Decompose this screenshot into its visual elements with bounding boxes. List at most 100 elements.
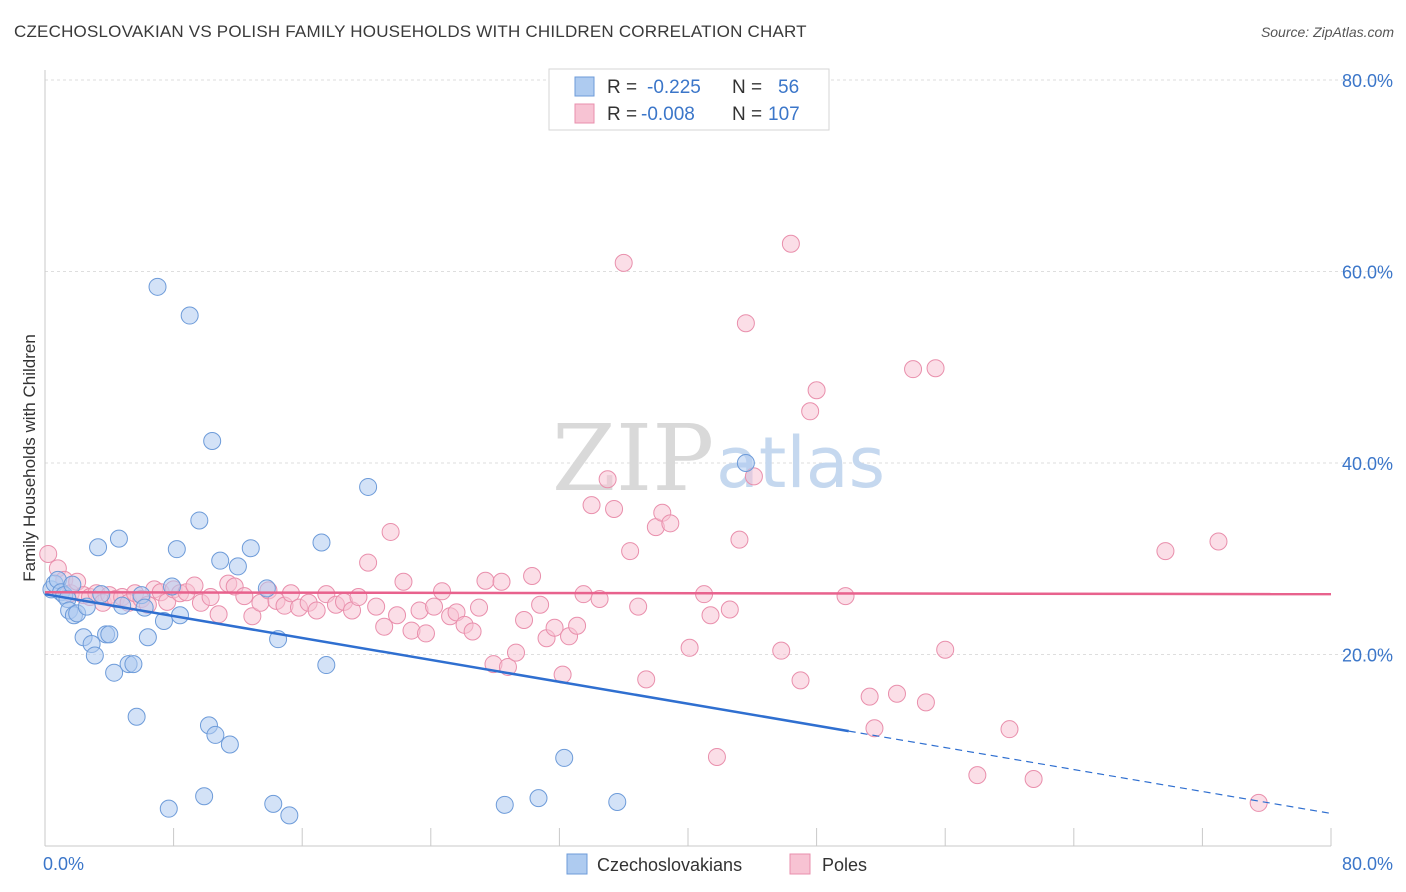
czech-point-15	[92, 585, 111, 604]
poles-point-65	[523, 566, 542, 585]
poles-point-64	[515, 611, 534, 630]
poles-point-29	[243, 607, 262, 626]
chart-title: CZECHOSLOVAKIAN VS POLISH FAMILY HOUSEHO…	[14, 22, 807, 41]
poles-point-91	[744, 467, 763, 486]
poles-series-label: Poles	[822, 855, 867, 875]
czech-point-26	[138, 628, 157, 647]
czech-point-34	[190, 511, 209, 530]
poles-point-37	[307, 601, 326, 620]
poles-r-label: R =	[607, 104, 637, 125]
series-legend: Czechoslovakians Poles	[566, 853, 867, 875]
czech-point-25	[135, 598, 154, 617]
x-tick-label-1: 80.0%	[1342, 854, 1393, 874]
czech-point-52	[555, 748, 574, 767]
poles-point-48	[394, 572, 413, 591]
source-credit: Source: ZipAtlas.com	[1260, 24, 1394, 40]
tick-labels: 20.0% 40.0% 60.0% 80.0% 0.0% 80.0%	[43, 71, 1393, 874]
czech-point-54	[736, 454, 755, 472]
czech-point-18	[105, 663, 124, 682]
poles-point-43	[359, 553, 378, 572]
czech-point-37	[203, 431, 222, 450]
poles-point-71	[568, 616, 587, 635]
x-ticks	[44, 828, 1332, 846]
poles-point-52	[425, 597, 444, 616]
poles-point-75	[598, 470, 617, 489]
x-tick-label-0: 0.0%	[43, 854, 84, 874]
czech-point-41	[228, 557, 247, 576]
czech-point-48	[317, 656, 336, 675]
poles-point-84	[680, 638, 699, 657]
poles-point-106	[1000, 720, 1019, 739]
poles-point-86	[701, 606, 720, 625]
poles-trend-line	[44, 591, 1332, 596]
poles-point-53	[433, 582, 452, 601]
poles-n-value: 107	[768, 104, 800, 125]
y-axis-label: Family Households with Children	[20, 334, 39, 582]
grid-lines	[45, 79, 1395, 655]
poles-point-22	[185, 576, 204, 595]
poles-point-25	[209, 605, 228, 624]
poles-point-110	[1249, 793, 1268, 812]
poles-point-93	[781, 234, 800, 253]
poles-point-66	[531, 595, 550, 614]
czech-r-value: -0.225	[647, 77, 701, 98]
poles-point-24	[201, 588, 220, 607]
czech-series-label: Czechoslovakians	[597, 855, 742, 875]
poles-r-value: -0.008	[641, 104, 695, 125]
poles-series-swatch	[789, 853, 811, 875]
poles-point-83	[661, 514, 680, 533]
poles-point-104	[936, 640, 955, 659]
poles-point-73	[582, 496, 601, 515]
czech-point-23	[127, 707, 146, 726]
trend-lines	[44, 591, 1332, 815]
poles-point-79	[629, 597, 648, 616]
czech-point-7	[63, 575, 82, 594]
poles-point-76	[605, 499, 624, 518]
poles-n-label: N =	[732, 104, 762, 125]
czech-legend-swatch	[574, 76, 595, 97]
poles-legend-swatch	[574, 103, 595, 124]
poles-point-47	[388, 606, 407, 625]
poles-point-74	[590, 589, 609, 608]
czech-point-14	[89, 538, 108, 557]
czech-n-label: N =	[732, 77, 762, 98]
poles-point-88	[720, 600, 739, 619]
poles-point-99	[865, 719, 884, 738]
czech-r-label: R =	[607, 77, 637, 98]
czech-point-53	[608, 792, 627, 811]
czech-point-27	[148, 277, 167, 296]
poles-point-90	[736, 314, 755, 333]
y-tick-label-0: 20.0%	[1342, 646, 1393, 666]
watermark-zip: ZIP	[552, 405, 714, 512]
czech-point-13	[85, 646, 104, 665]
poles-point-57	[463, 622, 482, 641]
czech-point-40	[220, 735, 239, 754]
poles-point-28	[235, 587, 254, 606]
czechoslovakians-points	[42, 277, 755, 825]
czech-point-44	[264, 794, 283, 813]
poles-point-68	[545, 618, 564, 637]
poles-point-45	[375, 617, 394, 636]
watermark: ZIP atlas	[552, 405, 885, 512]
czech-point-22	[124, 655, 143, 674]
czech-point-19	[109, 529, 128, 548]
y-tick-label-2: 60.0%	[1342, 263, 1393, 283]
czech-point-46	[280, 806, 299, 825]
y-tick-label-1: 40.0%	[1342, 454, 1393, 474]
poles-point-0	[39, 544, 58, 563]
czech-point-35	[195, 787, 214, 806]
poles-point-107	[1024, 769, 1043, 788]
poles-point-44	[367, 597, 386, 616]
poles-point-95	[801, 402, 820, 421]
czech-point-31	[167, 540, 186, 559]
poles-point-61	[492, 572, 511, 591]
stats-legend: R = -0.225 N = 56 R = -0.008 N = 107	[548, 68, 830, 131]
poles-point-102	[916, 693, 935, 712]
poles-point-101	[904, 360, 923, 379]
poles-point-80	[637, 670, 656, 689]
poles-point-94	[791, 671, 810, 690]
poles-point-63	[506, 643, 525, 662]
czech-trend-extension	[848, 730, 1332, 815]
czech-point-28	[154, 611, 173, 630]
